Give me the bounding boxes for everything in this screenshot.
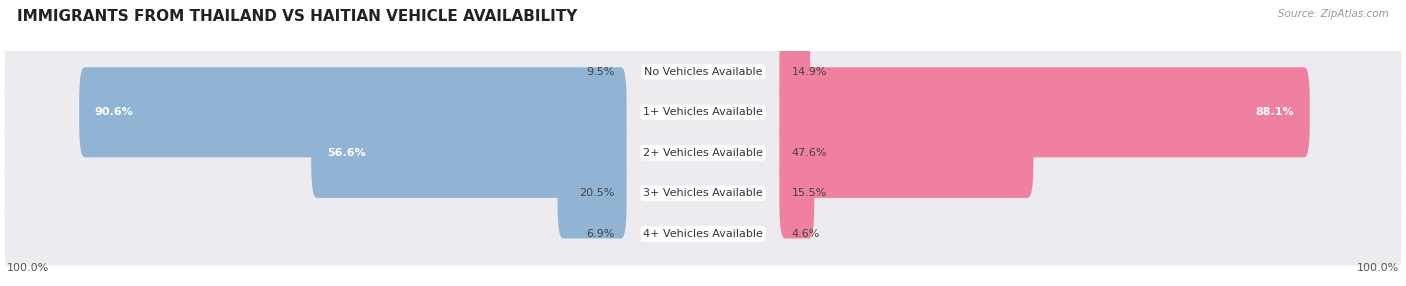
Text: 56.6%: 56.6% [328,148,366,158]
Text: Source: ZipAtlas.com: Source: ZipAtlas.com [1278,9,1389,19]
Text: IMMIGRANTS FROM THAILAND VS HAITIAN VEHICLE AVAILABILITY: IMMIGRANTS FROM THAILAND VS HAITIAN VEHI… [17,9,578,23]
Text: No Vehicles Available: No Vehicles Available [644,67,762,77]
FancyBboxPatch shape [4,40,1402,104]
FancyBboxPatch shape [4,202,1402,266]
Text: 1+ Vehicles Available: 1+ Vehicles Available [643,107,763,117]
FancyBboxPatch shape [4,121,1402,184]
Text: 100.0%: 100.0% [1357,263,1399,273]
Text: 6.9%: 6.9% [586,229,614,239]
FancyBboxPatch shape [558,148,627,239]
Text: 3+ Vehicles Available: 3+ Vehicles Available [643,188,763,198]
Text: 14.9%: 14.9% [792,67,827,77]
FancyBboxPatch shape [779,67,1310,157]
Text: 4+ Vehicles Available: 4+ Vehicles Available [643,229,763,239]
Text: 20.5%: 20.5% [579,188,614,198]
Text: 100.0%: 100.0% [7,263,49,273]
Text: 15.5%: 15.5% [792,188,827,198]
Text: 47.6%: 47.6% [792,148,827,158]
Text: 2+ Vehicles Available: 2+ Vehicles Available [643,148,763,158]
Text: 88.1%: 88.1% [1256,107,1294,117]
Text: 90.6%: 90.6% [94,107,134,117]
FancyBboxPatch shape [79,67,627,157]
FancyBboxPatch shape [311,108,627,198]
FancyBboxPatch shape [4,162,1402,225]
Text: 4.6%: 4.6% [792,229,820,239]
FancyBboxPatch shape [4,81,1402,144]
FancyBboxPatch shape [779,108,1033,198]
Text: 9.5%: 9.5% [586,67,614,77]
FancyBboxPatch shape [779,27,810,117]
FancyBboxPatch shape [779,148,814,239]
